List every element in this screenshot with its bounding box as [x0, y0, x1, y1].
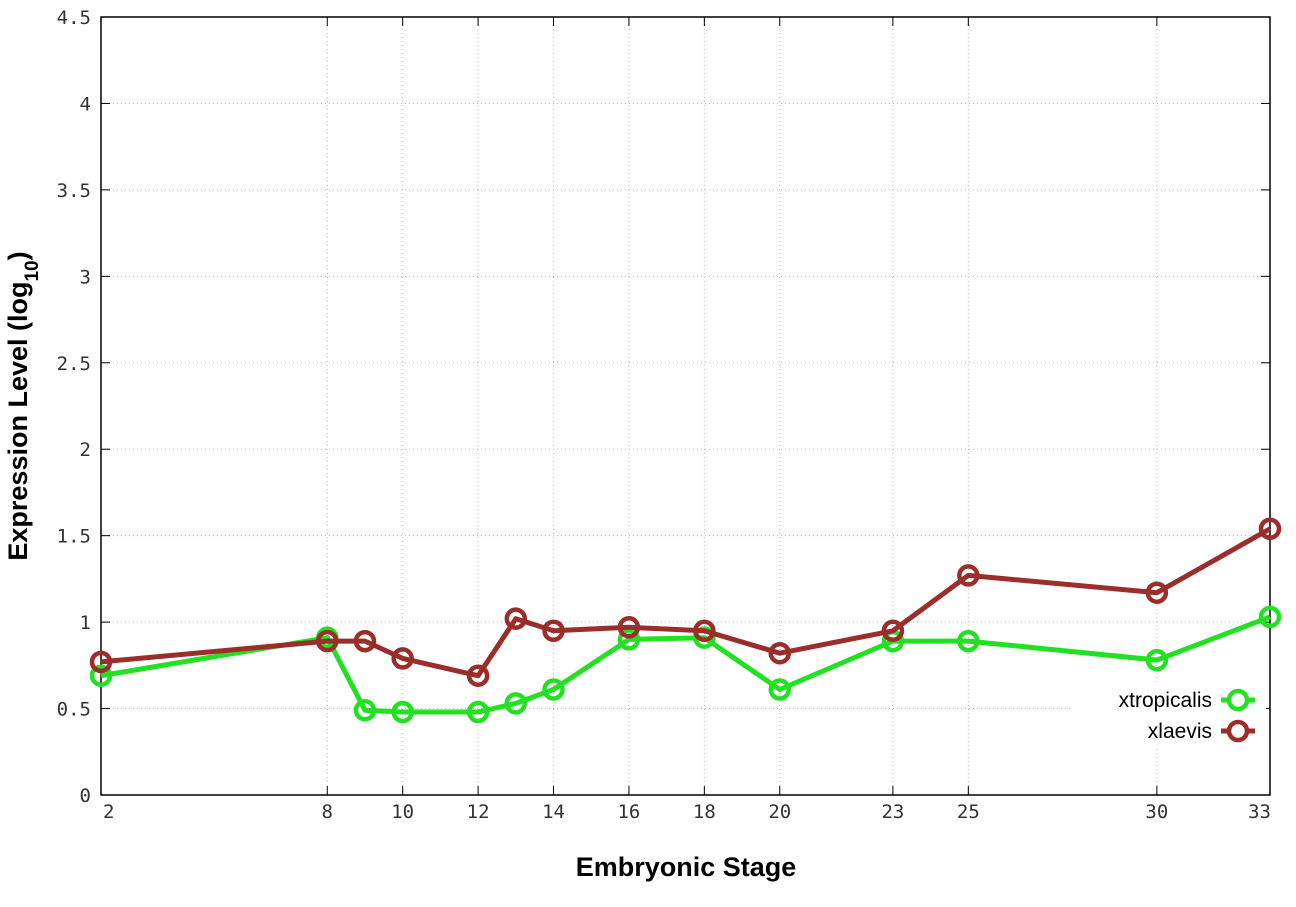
y-tick-label: 4 [80, 93, 91, 115]
x-tick-label: 18 [693, 801, 716, 823]
data-point-xlaevis [1258, 517, 1282, 541]
y-tick-label: 1.5 [57, 526, 91, 548]
x-tick-label: 30 [1145, 801, 1168, 823]
x-tick-label: 10 [391, 801, 414, 823]
x-tick-label: 16 [617, 801, 640, 823]
x-tick-label: 23 [881, 801, 904, 823]
x-tick-label: 12 [467, 801, 490, 823]
data-point-xlaevis [391, 647, 414, 670]
grid-lines [101, 17, 1270, 795]
plot-frame [100, 16, 1271, 796]
y-tick-label: 3.5 [57, 180, 91, 202]
data-series [89, 517, 1282, 724]
y-tick-label: 0 [80, 785, 91, 807]
data-point-xlaevis [957, 564, 980, 587]
axis-ticks: 0 0.5 1 1.5 2 2.5 3 3.5 4 4.5 2 8 10 12 14 16 18 20 23 25 30… [57, 7, 1271, 823]
data-point-xtropicalis [353, 699, 377, 722]
data-point-xtropicalis [768, 678, 792, 701]
data-point-xtropicalis [1258, 605, 1282, 629]
x-tick-label: 8 [322, 801, 333, 823]
data-point-xlaevis [89, 650, 113, 674]
x-tick-label: 33 [1248, 801, 1271, 823]
data-point-xlaevis [1145, 581, 1169, 604]
x-tick-label: 2 [103, 801, 114, 823]
y-tick-label: 0.5 [57, 699, 91, 721]
legend-label: xlaevis [1148, 720, 1212, 743]
data-point-xlaevis [768, 641, 792, 665]
y-tick-label: 2.5 [57, 353, 91, 375]
data-point-xlaevis [353, 629, 377, 653]
y-tick-label: 1 [80, 612, 91, 634]
series-line-xtropicalis [100, 614, 1271, 715]
legend-swatch-marker [1226, 719, 1250, 743]
legend-label: xtropicalis [1119, 689, 1212, 712]
data-point-xlaevis [504, 607, 528, 630]
x-axis-title: Embryonic Stage [576, 852, 797, 882]
legend: xtropicalis xlaevis [1070, 682, 1266, 748]
data-point-xtropicalis [89, 664, 113, 687]
data-point-xtropicalis [391, 700, 414, 724]
x-tick-label: 25 [957, 801, 980, 823]
data-point-xtropicalis [957, 629, 980, 653]
x-tick-label: 20 [768, 801, 791, 823]
data-point-xlaevis [542, 619, 565, 643]
y-tick-label: 2 [80, 439, 91, 461]
y-tick-label: 4.5 [57, 7, 91, 29]
y-axis-title-subscript: 10 [22, 260, 43, 281]
data-point-xtropicalis [617, 628, 641, 651]
data-point-xlaevis [881, 619, 905, 643]
data-point-xlaevis [316, 629, 339, 653]
data-point-xtropicalis [504, 692, 528, 715]
data-point-xtropicalis [542, 678, 565, 701]
data-point-xlaevis [466, 664, 490, 687]
y-axis-title-close: ) [3, 251, 33, 260]
y-axis-title-main: Expression Level (log [3, 282, 33, 561]
data-point-xtropicalis [466, 700, 490, 724]
data-point-xlaevis [693, 619, 716, 643]
data-point-xtropicalis [1145, 648, 1169, 672]
legend-swatch-marker [1226, 688, 1250, 712]
y-tick-label: 3 [80, 266, 91, 288]
data-point-xlaevis [617, 616, 641, 639]
x-tick-label: 14 [542, 801, 565, 823]
y-axis-title: Expression Level (log10) [3, 251, 43, 560]
